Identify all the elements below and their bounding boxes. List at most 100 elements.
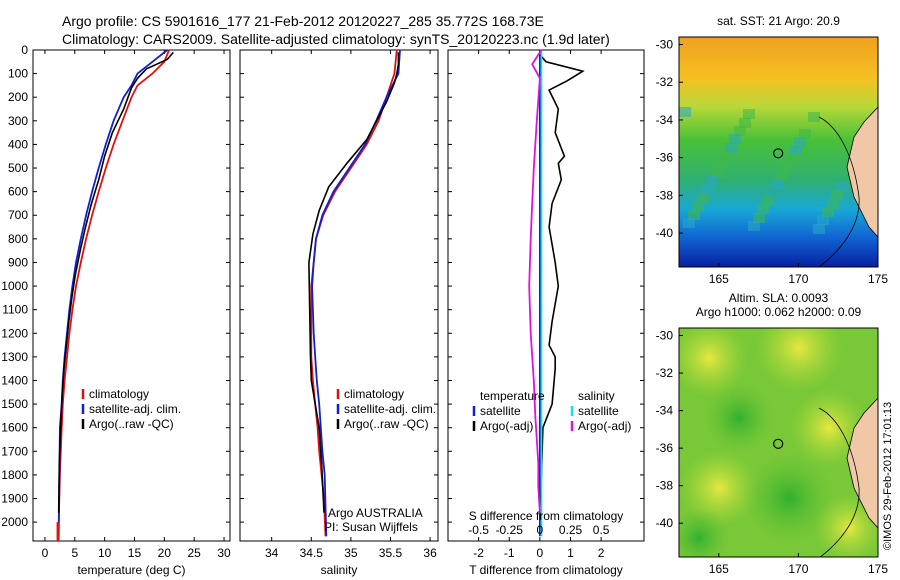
sst-patch <box>692 201 704 211</box>
plot-frame <box>447 49 645 542</box>
sst-patch <box>771 179 783 189</box>
lat-tick-label: -40 <box>656 516 674 530</box>
lat-tick-label: -34 <box>656 404 674 418</box>
sst-field <box>679 37 878 267</box>
land <box>846 397 878 529</box>
x-tick-label: -2 <box>473 546 484 560</box>
sst-patch <box>785 154 797 164</box>
map-panel-1: -30 -32 -34 -36 -38 -40 165 170 175 sat. SST: 21 … <box>656 14 889 286</box>
y-tick-label: 1900 <box>1 492 28 506</box>
lat-tick-label: -38 <box>656 479 674 493</box>
series-line-S_argo <box>528 49 543 513</box>
map-title: Altim. SLA: 0.0093 <box>729 291 829 305</box>
argo-float-marker <box>773 148 784 159</box>
y-tick-label: 800 <box>8 232 28 246</box>
sst-patch <box>729 134 741 144</box>
imos-credit: ©IMOS 29-Feb-2012 17:01:13 <box>882 402 894 550</box>
s-diff-tick-label: 0.5 <box>593 523 610 537</box>
y-tick-label: 0 <box>21 43 28 57</box>
sla-anomaly <box>814 493 878 557</box>
lon-tick-label: 165 <box>709 272 729 286</box>
sla-anomaly <box>679 508 729 557</box>
s-diff-axis-label: S difference from climatology <box>469 509 624 523</box>
x-tick-label: 35.5 <box>379 546 403 560</box>
argo-float-marker <box>773 438 784 449</box>
sst-patch <box>716 160 728 170</box>
legend-label: satellite <box>578 404 619 418</box>
x-tick-label: 35 <box>344 546 358 560</box>
sst-patch <box>753 213 765 223</box>
sst-patch <box>734 126 746 136</box>
sst-patch <box>697 193 709 203</box>
legend-label: satellite <box>480 404 521 418</box>
sst-patch <box>808 112 820 122</box>
map-frame <box>678 327 879 558</box>
sst-patch <box>836 182 848 192</box>
sst-patch <box>725 143 737 153</box>
x-tick-label: -1 <box>504 546 515 560</box>
legend-heading-salinity: salinity <box>578 389 615 403</box>
sst-patch <box>827 199 839 209</box>
lon-tick-label: 170 <box>788 272 808 286</box>
s-diff-tick-label: 0 <box>537 523 544 537</box>
x-tick-label: 20 <box>158 546 172 560</box>
sst-patch <box>748 221 760 231</box>
sst-patch <box>817 215 829 225</box>
y-tick-label: 100 <box>8 67 28 81</box>
y-tick-label: 500 <box>8 161 28 175</box>
lon-tick-label: 175 <box>868 562 888 576</box>
lat-tick-label: -32 <box>656 366 674 380</box>
series-line-clim <box>57 49 170 537</box>
y-tick-label: 2000 <box>1 515 28 529</box>
y-tick-label: 300 <box>8 114 28 128</box>
x-tick-label: 34.5 <box>300 546 324 560</box>
annotation-argo-australia: Argo AUSTRALIA <box>328 506 423 520</box>
map-title: sat. SST: 21 Argo: 20.9 <box>717 14 840 28</box>
sst-patch <box>688 210 700 220</box>
lon-tick-label: 165 <box>709 562 729 576</box>
sst-patch <box>739 118 751 128</box>
profile-panel-3: -2 -1 0 1 2 T difference from climatology -0.5… <box>447 49 645 577</box>
y-tick-label: 1800 <box>1 468 28 482</box>
x-tick-label: 0 <box>537 546 544 560</box>
x-tick-label: 36 <box>423 546 437 560</box>
annotation-pi: PI: Susan Wijffels <box>324 520 418 534</box>
legend-label: Argo(..raw -QC) <box>89 417 174 431</box>
legend-label: climatology <box>89 387 149 401</box>
series-line-T_argo <box>539 54 585 513</box>
x-axis-label: salinity <box>321 563 358 577</box>
x-axis-label: temperature (deg C) <box>77 563 185 577</box>
sst-patch <box>702 185 714 195</box>
x-tick-label: 5 <box>71 546 78 560</box>
sst-patch <box>711 168 723 178</box>
legend-label: satellite-adj. clim. <box>344 402 436 416</box>
sst-patch <box>790 146 802 156</box>
lat-tick-label: -30 <box>656 38 674 52</box>
sla-anomaly <box>679 328 749 398</box>
map-frame <box>678 36 879 268</box>
y-tick-label: 1200 <box>1 326 28 340</box>
sst-patch <box>780 162 792 172</box>
y-tick-label: 1000 <box>1 279 28 293</box>
legend-label: climatology <box>344 387 404 401</box>
y-tick-label: 1700 <box>1 444 28 458</box>
sst-patch <box>679 107 691 117</box>
x-tick-label: 15 <box>128 546 142 560</box>
sst-patch <box>794 137 806 147</box>
sst-patch <box>762 196 774 206</box>
y-tick-label: 1300 <box>1 350 28 364</box>
sst-patch <box>813 224 825 234</box>
legend-heading-temperature: temperature <box>480 389 545 403</box>
figure-title-line2: Climatology: CARS2009. Satellite-adjuste… <box>62 31 610 47</box>
s-diff-tick-label: -0.5 <box>468 523 489 537</box>
sst-patch <box>757 204 769 214</box>
sst-patch <box>831 190 843 200</box>
sst-patch <box>799 129 811 139</box>
sla-anomaly <box>754 328 844 393</box>
lon-tick-label: 175 <box>868 272 888 286</box>
y-tick-label: 1400 <box>1 373 28 387</box>
y-tick-label: 200 <box>8 90 28 104</box>
x-tick-label: 34 <box>265 546 279 560</box>
profile-panel-2: 34 34.5 35 35.5 36 salinity climatologysatelli… <box>239 49 439 577</box>
